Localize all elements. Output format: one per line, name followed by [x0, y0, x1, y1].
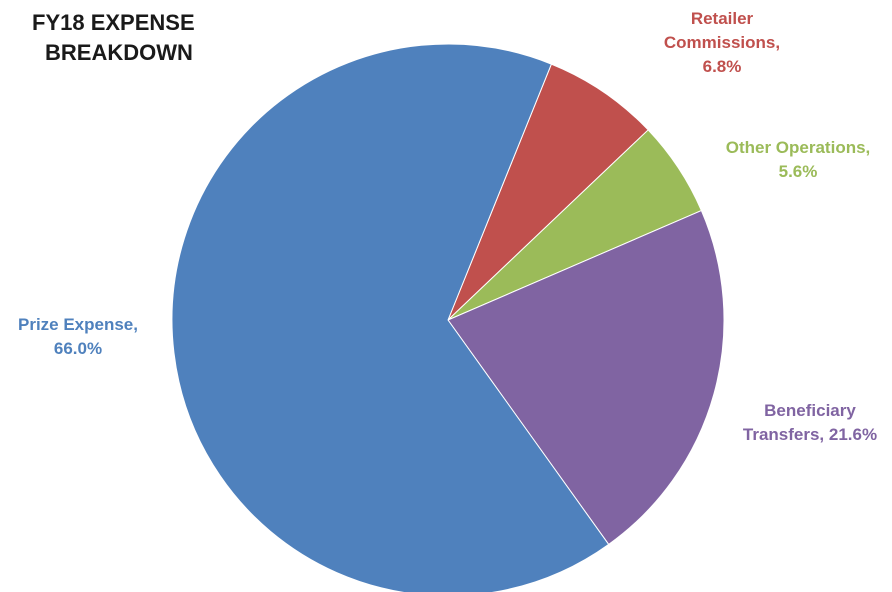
slice-label-line: 6.8% [703, 57, 742, 76]
slice-label-line: Other Operations, [726, 138, 871, 157]
chart-title-line-2: BREAKDOWN [45, 40, 193, 65]
slice-label-line: Prize Expense, [18, 315, 138, 334]
slice-label-other-operations: Other Operations, 5.6% [726, 138, 871, 181]
slice-label-prize-expense: Prize Expense, 66.0% [18, 315, 138, 358]
slice-label-beneficiary-transfers: Beneficiary Transfers, 21.6% [743, 401, 877, 444]
slice-label-line: Beneficiary [764, 401, 856, 420]
slice-label-line: 5.6% [779, 162, 818, 181]
slice-labels: Prize Expense, 66.0% Retailer Commissions, 6… [18, 9, 877, 444]
pie-slices [171, 43, 725, 592]
slice-label-retailer-commissions: Retailer Commissions, 6.8% [664, 9, 780, 76]
slice-label-line: Retailer [691, 9, 754, 28]
pie-slice-beneficiary-transfers [447, 209, 725, 546]
slice-label-line: 66.0% [54, 339, 102, 358]
slice-label-line: Commissions, [664, 33, 780, 52]
chart-title-line-1: FY18 EXPENSE [32, 10, 195, 35]
slice-label-line: Transfers, 21.6% [743, 425, 877, 444]
pie-slice-prize-expense [171, 43, 610, 592]
pie-slice-retailer-commissions [447, 63, 649, 321]
